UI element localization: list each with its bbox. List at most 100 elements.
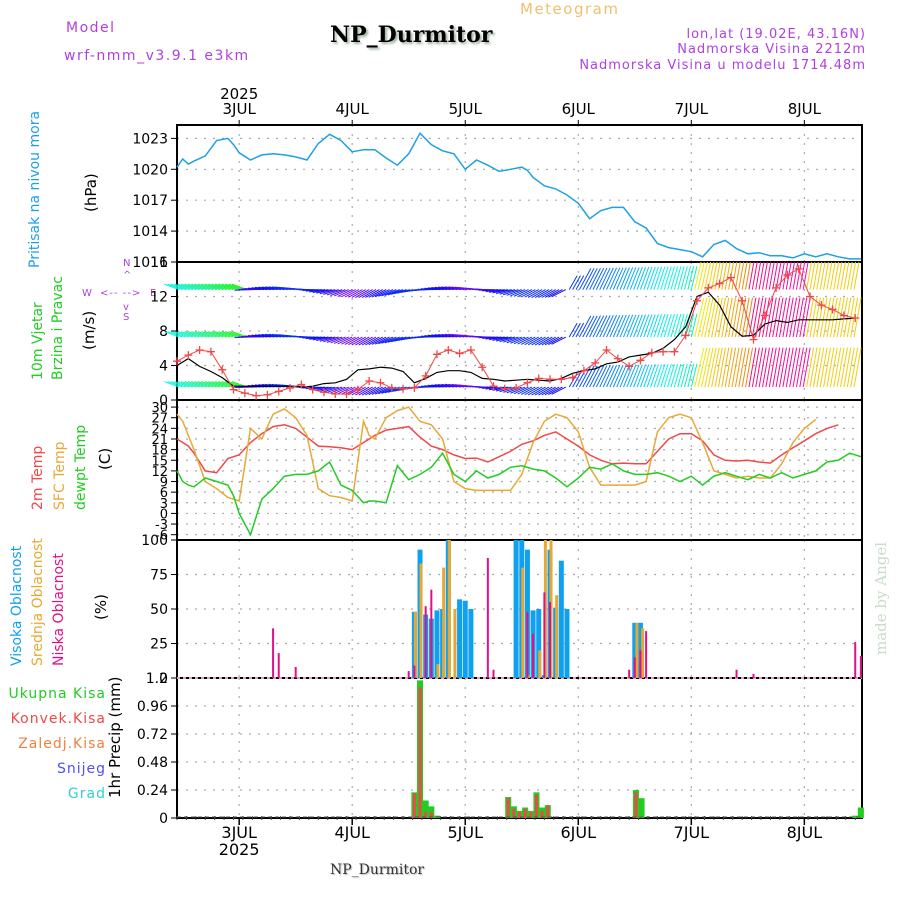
wind-arrow xyxy=(534,289,550,299)
wind-gust-marker xyxy=(568,373,577,382)
wind-arrow xyxy=(578,365,592,388)
cloud-low-bar xyxy=(549,602,552,678)
temp-ytick-label: 6 xyxy=(160,486,168,501)
cloud-mid-bar xyxy=(447,540,451,678)
wind-arrow xyxy=(208,331,224,338)
wind-arrow xyxy=(513,386,529,395)
wind-arrow xyxy=(378,289,394,297)
top-day-label: 3JUL xyxy=(223,100,257,118)
wind-arrow xyxy=(323,386,339,393)
wind-arrow xyxy=(606,365,618,388)
wind-ytick-label: 4 xyxy=(159,359,168,375)
wind-arrow xyxy=(792,297,801,338)
precip-total-bar xyxy=(852,815,859,818)
wind-gust-marker xyxy=(806,292,815,301)
wind-arrow xyxy=(517,336,533,345)
temp-sfc-line xyxy=(176,406,817,502)
wind-arrow xyxy=(391,386,407,393)
wind-arrow xyxy=(319,289,336,295)
wind-arrow xyxy=(316,336,332,342)
wind-arrow xyxy=(541,386,556,396)
precip-ytick-label: 0 xyxy=(159,811,168,827)
wind-arrow xyxy=(589,315,601,338)
wind-arrow xyxy=(599,267,611,290)
wind-arrow xyxy=(341,386,356,395)
precip-total-bar xyxy=(638,798,645,818)
wind-arrow xyxy=(495,289,512,295)
wind-arrow xyxy=(829,297,838,338)
wind-arrow xyxy=(833,297,842,338)
wind-arrow xyxy=(517,289,533,298)
wind-gust-marker xyxy=(173,357,181,366)
pressure-frame xyxy=(176,124,863,263)
wind-arrow xyxy=(221,283,238,291)
wind-arrow xyxy=(544,336,560,346)
wind-arrow xyxy=(485,289,502,293)
wind-arrow xyxy=(534,386,550,396)
temp-frame xyxy=(176,399,863,541)
wind-arrow xyxy=(751,297,760,338)
wind-arrow xyxy=(741,261,748,290)
wind-arrow xyxy=(734,261,741,290)
wind-arrow xyxy=(626,314,637,338)
wind-arrow xyxy=(836,347,845,388)
cloud-high-bar xyxy=(513,540,519,678)
wind-arrow xyxy=(623,364,634,388)
wind-arrow xyxy=(809,297,818,338)
wind-arrow xyxy=(305,386,322,390)
wind-arrow xyxy=(548,289,563,298)
wind-arrow xyxy=(765,347,774,388)
wind-arrow xyxy=(738,297,747,338)
wind-arrow xyxy=(755,347,764,388)
cloud-high-bar xyxy=(632,622,638,678)
wind-arrow xyxy=(427,384,444,388)
wind-gust-marker xyxy=(534,374,543,383)
wind-gust-marker xyxy=(704,283,713,292)
wind-arrow xyxy=(228,283,244,291)
compass-arrows-h: <-- --> xyxy=(100,288,142,299)
legend-conv-rain: Konvek.Kisa xyxy=(10,711,106,727)
compass-rose: N ^ W <-- --> E v S xyxy=(82,258,160,324)
precip-total-bar xyxy=(428,806,435,818)
wind-arrow xyxy=(806,261,812,290)
wind-arrow xyxy=(697,261,705,290)
wind-arrow xyxy=(667,266,675,290)
wind-arrow xyxy=(846,261,853,290)
wind-arrow xyxy=(762,261,768,290)
wind-arrow xyxy=(218,283,234,291)
wind-arrow xyxy=(371,289,387,298)
cloud-low-bar xyxy=(633,657,636,678)
wind-arrow xyxy=(434,334,451,338)
wind-arrow xyxy=(330,386,346,394)
wind-arrow xyxy=(636,364,647,388)
wind-gust-marker xyxy=(252,391,261,400)
wind-arrow xyxy=(724,347,733,388)
wind-arrow xyxy=(646,266,656,290)
wind-gust-marker xyxy=(817,301,826,310)
wind-ytick-label: 16 xyxy=(150,255,168,271)
wind-arrow xyxy=(785,261,792,290)
wind-arrow xyxy=(261,333,278,338)
cloud-mid-bar xyxy=(436,664,440,678)
wind-arrow xyxy=(434,286,451,291)
wind-arrow xyxy=(609,364,621,388)
wind-arrow xyxy=(663,313,672,338)
wind-arrow xyxy=(595,315,608,338)
wind-arrow xyxy=(541,289,556,298)
wind-arrow xyxy=(492,386,509,391)
chart-subtitle: Meteogram xyxy=(520,0,620,18)
cloud-mid-bar xyxy=(413,611,417,678)
precip-conv-bar xyxy=(418,687,422,818)
wind-arrow xyxy=(187,381,204,388)
compass-arrow-up: ^ xyxy=(123,270,132,281)
wind-arrow xyxy=(548,386,563,396)
wind-arrow xyxy=(626,364,637,388)
wind-arrow xyxy=(809,347,818,388)
wind-arrow xyxy=(840,347,848,388)
wind-arrow xyxy=(626,267,637,290)
precip-ytick-label: 0.72 xyxy=(137,727,168,743)
wind-arrow xyxy=(694,297,705,338)
wind-arrow xyxy=(374,336,390,345)
wind-arrow xyxy=(711,347,720,388)
